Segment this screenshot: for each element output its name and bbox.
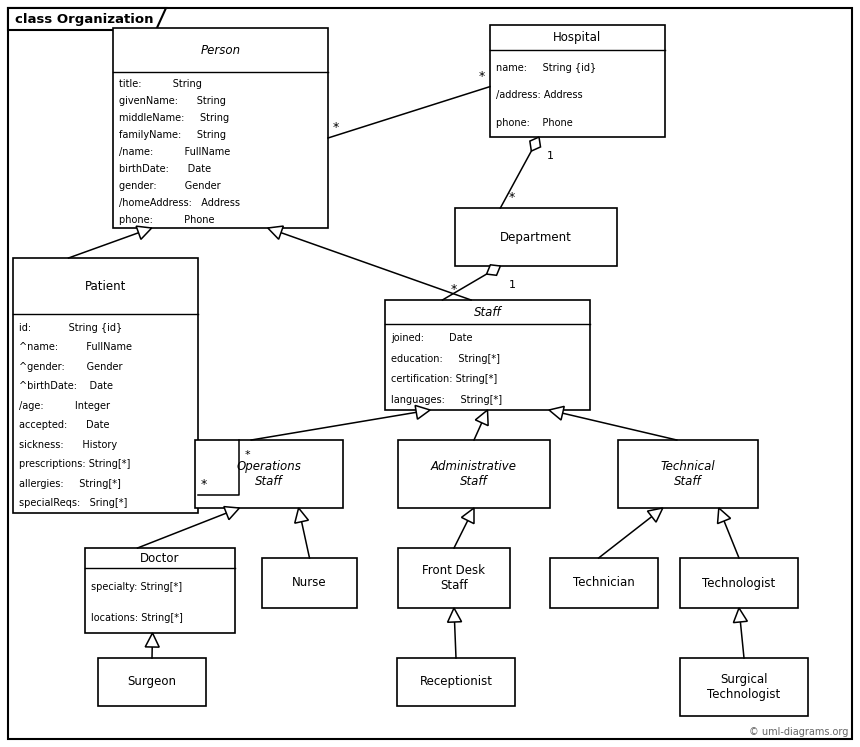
Bar bbox=[398, 440, 550, 508]
Polygon shape bbox=[734, 608, 747, 623]
Text: Doctor: Doctor bbox=[140, 551, 180, 565]
Bar bbox=[13, 258, 198, 513]
Text: joined:        Date: joined: Date bbox=[391, 333, 472, 344]
Bar bbox=[490, 25, 665, 137]
Polygon shape bbox=[8, 8, 166, 30]
Bar bbox=[98, 658, 206, 706]
Polygon shape bbox=[476, 410, 488, 426]
Text: 1: 1 bbox=[508, 280, 515, 290]
Text: *: * bbox=[201, 478, 207, 491]
Text: Surgeon: Surgeon bbox=[127, 675, 176, 689]
Polygon shape bbox=[295, 508, 309, 523]
Bar bbox=[680, 658, 808, 716]
Bar bbox=[113, 28, 328, 228]
Polygon shape bbox=[267, 226, 283, 239]
Text: phone:    Phone: phone: Phone bbox=[496, 118, 573, 128]
Bar bbox=[618, 440, 758, 508]
Text: specialReqs:   Sring[*]: specialReqs: Sring[*] bbox=[19, 498, 127, 508]
Text: prescriptions: String[*]: prescriptions: String[*] bbox=[19, 459, 131, 469]
Text: Front Desk
Staff: Front Desk Staff bbox=[422, 564, 486, 592]
Text: middleName:     String: middleName: String bbox=[119, 114, 229, 123]
Text: accepted:      Date: accepted: Date bbox=[19, 421, 109, 430]
Bar bbox=[195, 440, 343, 508]
Bar bbox=[262, 558, 357, 608]
Bar bbox=[550, 558, 658, 608]
Text: Department: Department bbox=[500, 231, 572, 244]
Polygon shape bbox=[648, 508, 663, 522]
Text: languages:     String[*]: languages: String[*] bbox=[391, 394, 502, 405]
Polygon shape bbox=[224, 506, 239, 520]
Polygon shape bbox=[549, 406, 564, 420]
Polygon shape bbox=[530, 137, 541, 151]
Text: *: * bbox=[508, 191, 514, 204]
Text: Administrative
Staff: Administrative Staff bbox=[431, 460, 517, 488]
Text: givenName:      String: givenName: String bbox=[119, 96, 226, 106]
Text: Technologist: Technologist bbox=[703, 577, 776, 589]
Text: Staff: Staff bbox=[474, 306, 501, 319]
Text: title:          String: title: String bbox=[119, 79, 202, 90]
Text: Technician: Technician bbox=[573, 577, 635, 589]
Polygon shape bbox=[136, 226, 151, 239]
Text: Person: Person bbox=[200, 43, 241, 57]
Text: *: * bbox=[333, 121, 339, 134]
Text: ^birthDate:    Date: ^birthDate: Date bbox=[19, 381, 113, 391]
Text: *: * bbox=[244, 450, 250, 460]
Bar bbox=[385, 300, 590, 410]
Text: /homeAddress:   Address: /homeAddress: Address bbox=[119, 198, 240, 208]
Text: *: * bbox=[479, 69, 485, 83]
Text: Receptionist: Receptionist bbox=[420, 675, 493, 689]
Text: *: * bbox=[451, 283, 457, 296]
Text: /age:          Integer: /age: Integer bbox=[19, 401, 110, 411]
Text: allergies:     String[*]: allergies: String[*] bbox=[19, 479, 121, 489]
Bar bbox=[680, 558, 798, 608]
Text: name:     String {id}: name: String {id} bbox=[496, 63, 596, 72]
Text: class Organization: class Organization bbox=[15, 13, 153, 25]
Polygon shape bbox=[462, 508, 474, 524]
Text: sickness:      History: sickness: History bbox=[19, 440, 117, 450]
Text: ^gender:       Gender: ^gender: Gender bbox=[19, 362, 122, 372]
Polygon shape bbox=[145, 633, 159, 647]
Bar bbox=[85, 548, 235, 633]
Text: id:            String {id}: id: String {id} bbox=[19, 323, 122, 333]
Text: Nurse: Nurse bbox=[292, 577, 327, 589]
Text: certification: String[*]: certification: String[*] bbox=[391, 374, 497, 384]
Polygon shape bbox=[487, 264, 501, 276]
Polygon shape bbox=[447, 608, 462, 622]
Polygon shape bbox=[415, 406, 430, 419]
Bar bbox=[398, 548, 510, 608]
Text: © uml-diagrams.org: © uml-diagrams.org bbox=[748, 727, 848, 737]
Text: Hospital: Hospital bbox=[553, 31, 602, 44]
Text: Patient: Patient bbox=[85, 279, 126, 293]
Bar bbox=[397, 658, 515, 706]
Polygon shape bbox=[717, 508, 730, 524]
Text: Operations
Staff: Operations Staff bbox=[237, 460, 302, 488]
Text: gender:         Gender: gender: Gender bbox=[119, 181, 221, 190]
Text: familyName:     String: familyName: String bbox=[119, 130, 226, 140]
Text: /name:          FullName: /name: FullName bbox=[119, 147, 230, 157]
Text: education:     String[*]: education: String[*] bbox=[391, 354, 500, 364]
Text: Technical
Staff: Technical Staff bbox=[660, 460, 716, 488]
Text: ^name:         FullName: ^name: FullName bbox=[19, 342, 132, 353]
Text: locations: String[*]: locations: String[*] bbox=[91, 613, 183, 623]
Text: specialty: String[*]: specialty: String[*] bbox=[91, 582, 182, 592]
Text: /address: Address: /address: Address bbox=[496, 90, 582, 100]
Text: Surgical
Technologist: Surgical Technologist bbox=[708, 673, 781, 701]
Text: birthDate:      Date: birthDate: Date bbox=[119, 164, 211, 174]
Text: phone:          Phone: phone: Phone bbox=[119, 214, 214, 225]
Text: 1: 1 bbox=[547, 151, 554, 161]
Bar bbox=[455, 208, 617, 266]
